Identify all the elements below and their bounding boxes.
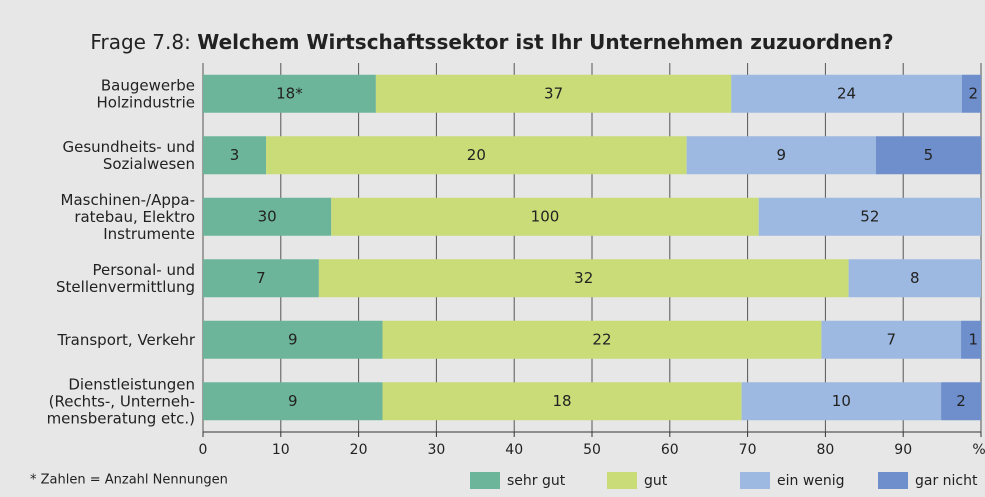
y-tick-label-line: Sozialwesen xyxy=(103,154,195,172)
legend-label: ein wenig xyxy=(777,473,845,489)
x-tick-label: 20 xyxy=(350,442,368,458)
data-label: 5 xyxy=(924,146,934,164)
y-tick-label: Dienstleistungen (Rechts-, Unterneh-mensb… xyxy=(47,375,195,427)
legend-swatch xyxy=(740,472,770,489)
x-tick-label: 60 xyxy=(661,442,679,458)
y-tick-label: Gesundheits- und Sozialwesen xyxy=(62,137,195,172)
y-tick-label: Personal- und Stellenvermittlung xyxy=(56,260,195,295)
y-tick-label-line: Personal- und xyxy=(93,260,195,278)
data-label: 52 xyxy=(860,207,879,225)
bar-segment xyxy=(331,197,759,236)
data-label: 22 xyxy=(592,330,611,348)
legend-swatch xyxy=(878,472,908,489)
x-tick-label: 30 xyxy=(427,442,445,458)
data-label: 18* xyxy=(276,84,303,102)
chart-title: Frage 7.8: Welchem Wirtschaftssektor ist… xyxy=(90,30,893,54)
bar-segment xyxy=(203,136,267,175)
bar-segment xyxy=(731,74,962,113)
y-tick-label-line: Holzindustrie xyxy=(97,93,195,111)
legend-label: gar nicht xyxy=(915,473,978,489)
bar-segment xyxy=(758,197,981,236)
bar-segment xyxy=(821,320,962,359)
bar-segment xyxy=(375,74,732,113)
y-tick-label-line: ratebau, Elektro xyxy=(74,207,195,225)
bar-segment xyxy=(266,136,687,175)
bar-segment xyxy=(203,197,332,236)
y-tick-label-line: Stellenvermittlung xyxy=(56,277,195,295)
data-label: 10 xyxy=(832,392,851,410)
bar-segment xyxy=(848,259,981,298)
data-label: 7 xyxy=(886,330,896,348)
title-text: Welchem Wirtschaftssektor ist Ihr Untern… xyxy=(197,30,893,54)
x-tick-label: 50 xyxy=(583,442,601,458)
bar-segment xyxy=(875,136,981,175)
data-label: 2 xyxy=(956,392,966,410)
data-label: 8 xyxy=(910,269,920,287)
footnote: * Zahlen = Anzahl Nennungen xyxy=(30,473,228,488)
data-label: 1 xyxy=(968,330,978,348)
data-label: 9 xyxy=(288,330,298,348)
y-tick-label-line: Dienstleistungen xyxy=(68,375,195,393)
y-tick-label: Baugewerbe Holzindustrie xyxy=(97,76,195,111)
bar-segment xyxy=(203,382,383,421)
data-label: 20 xyxy=(467,146,486,164)
bar-segment xyxy=(382,382,742,421)
data-label: 100 xyxy=(531,207,560,225)
bar-segment xyxy=(203,259,319,298)
data-label: 9 xyxy=(288,392,298,410)
data-label: 37 xyxy=(544,84,563,102)
x-tick-label: 90 xyxy=(894,442,912,458)
y-tick-label-line: mensberatung etc.) xyxy=(47,409,195,427)
legend-label: gut xyxy=(644,473,668,489)
y-tick-label-line: Maschinen-/Appa- xyxy=(61,190,196,208)
data-label: 30 xyxy=(258,207,277,225)
bar-segment xyxy=(741,382,942,421)
bar-segment xyxy=(941,382,981,421)
data-label: 18 xyxy=(553,392,572,410)
legend-swatch xyxy=(470,472,500,489)
y-tick-label: Maschinen-/Appa-ratebau, Elektro Instrume… xyxy=(61,190,196,242)
bar-segment xyxy=(382,320,822,359)
y-tick-label-line: (Rechts-, Unterneh- xyxy=(49,392,195,410)
legend-label: sehr gut xyxy=(507,473,566,489)
y-tick-label-line: Gesundheits- und xyxy=(62,137,195,155)
bar-segment xyxy=(203,74,376,113)
data-label: 24 xyxy=(837,84,856,102)
bar-segment xyxy=(686,136,876,175)
y-tick-label: Transport, Verkehr xyxy=(57,330,196,348)
bar-segment xyxy=(318,259,849,298)
title-label: Frage 7.8: xyxy=(90,30,190,54)
x-tick-label: 80 xyxy=(816,442,834,458)
data-label: 9 xyxy=(776,146,786,164)
bar-segment xyxy=(961,320,981,359)
y-tick-label-line: Baugewerbe xyxy=(101,76,195,94)
x-tick-label: 40 xyxy=(505,442,523,458)
x-tick-label: 0 xyxy=(199,442,208,458)
x-tick-label: 10 xyxy=(272,442,290,458)
data-label: 7 xyxy=(256,269,266,287)
data-label: 2 xyxy=(968,84,978,102)
y-tick-label-line: Transport, Verkehr xyxy=(57,330,196,348)
legend-swatch xyxy=(607,472,637,489)
y-tick-label-line: Instrumente xyxy=(103,224,195,242)
x-tick-label: % xyxy=(972,442,985,458)
bar-segment xyxy=(961,74,981,113)
data-label: 3 xyxy=(230,146,240,164)
data-label: 32 xyxy=(574,269,593,287)
bar-segment xyxy=(203,320,383,359)
x-tick-label: 70 xyxy=(739,442,757,458)
